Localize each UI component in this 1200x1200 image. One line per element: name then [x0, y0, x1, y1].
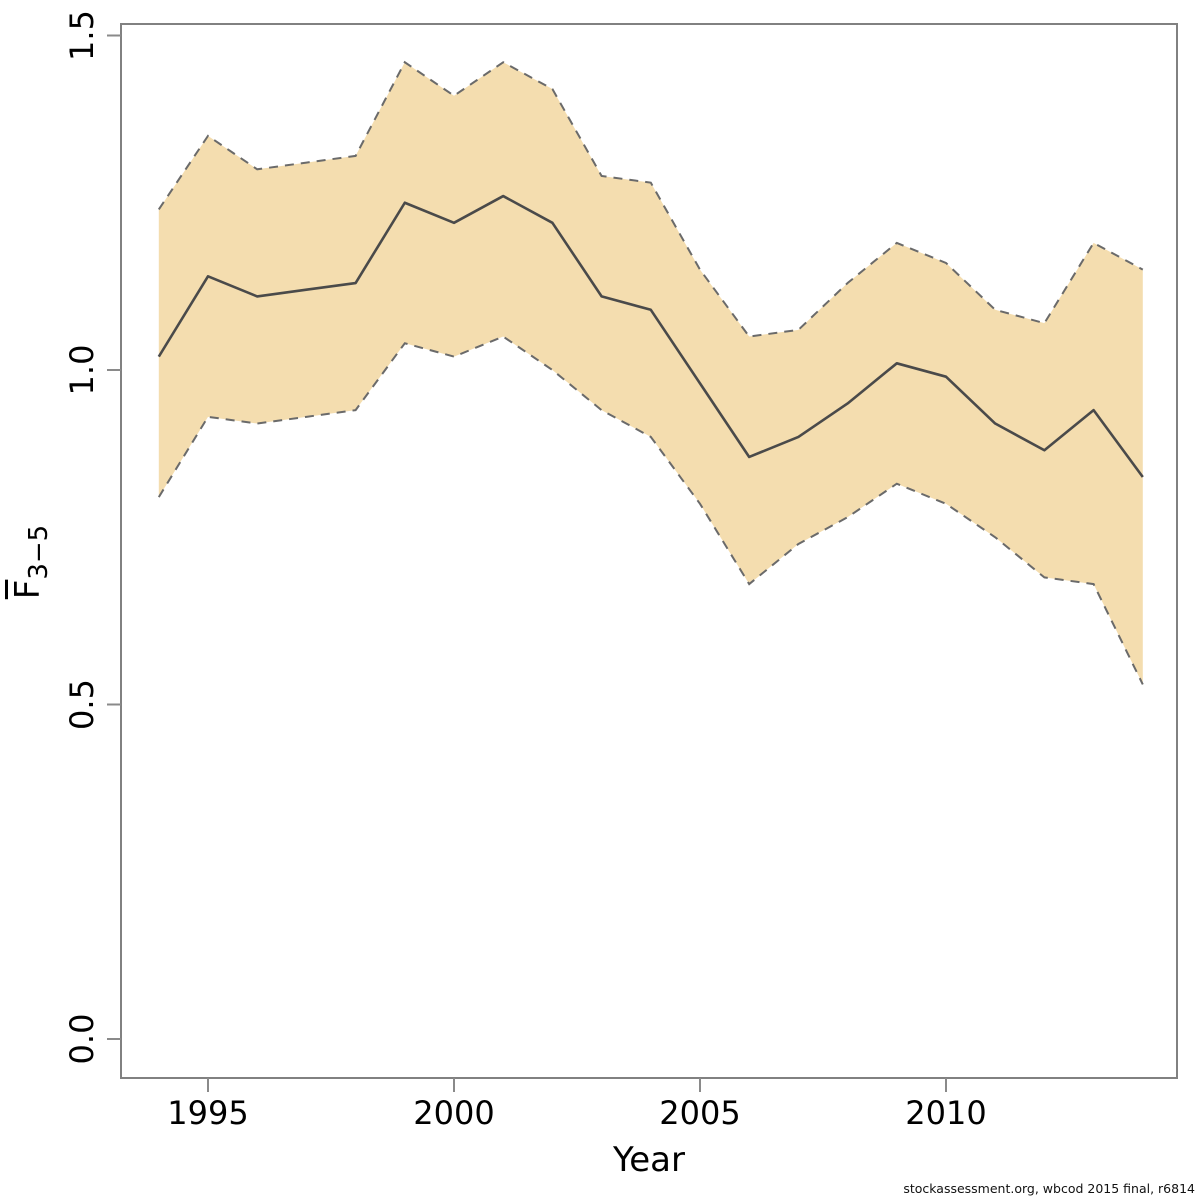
estimate-line — [157, 194, 1144, 478]
y-tick-label: 1.0 — [63, 345, 101, 396]
y-tick-label: 0.5 — [63, 679, 101, 730]
x-tick-label: 2000 — [413, 1094, 494, 1132]
watermark-caption: stockassessment.org, wbcod 2015 final, r… — [903, 1181, 1195, 1196]
ci-upper-line — [157, 60, 1144, 338]
plot-box — [120, 23, 1178, 1079]
y-axis-title-subscript: 3−5 — [24, 524, 54, 580]
y-axis-title: F3−5 — [8, 492, 54, 632]
y-tick-label: 1.5 — [63, 10, 101, 61]
y-tick-label: 0.0 — [63, 1014, 101, 1065]
ci-lower-line — [157, 335, 1144, 685]
x-axis-title: Year — [613, 1140, 685, 1180]
y-axis-title-fbar: F — [8, 579, 48, 600]
x-tick-label: 2005 — [659, 1094, 740, 1132]
x-tick-label: 1995 — [167, 1094, 248, 1132]
ci-band — [158, 62, 1143, 685]
x-tick-label: 2010 — [905, 1094, 986, 1132]
